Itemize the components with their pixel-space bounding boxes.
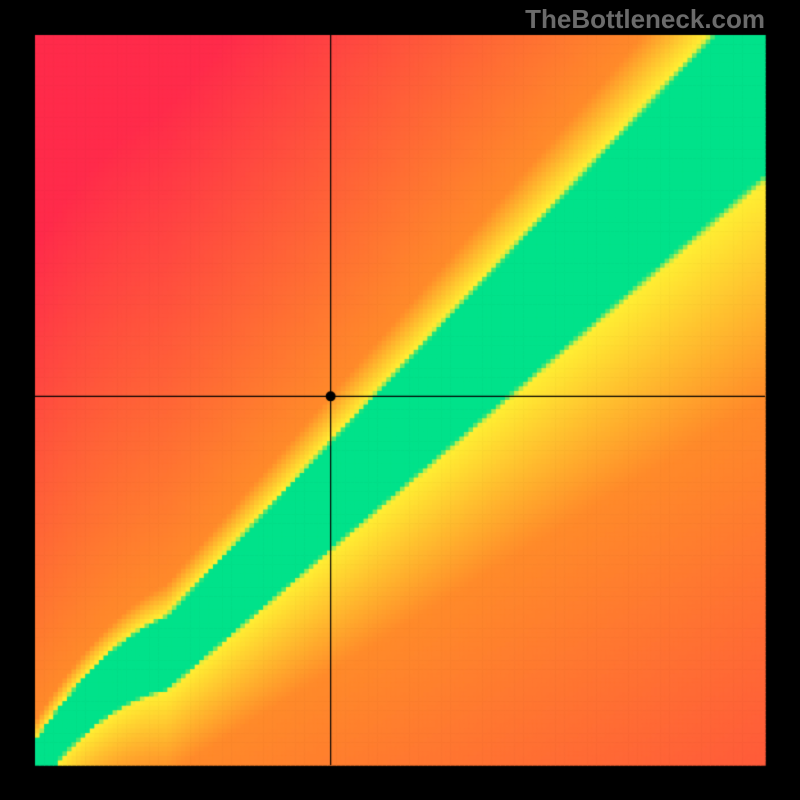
chart-container: TheBottleneck.com xyxy=(0,0,800,800)
watermark-text: TheBottleneck.com xyxy=(525,4,765,35)
bottleneck-heatmap xyxy=(0,0,800,800)
